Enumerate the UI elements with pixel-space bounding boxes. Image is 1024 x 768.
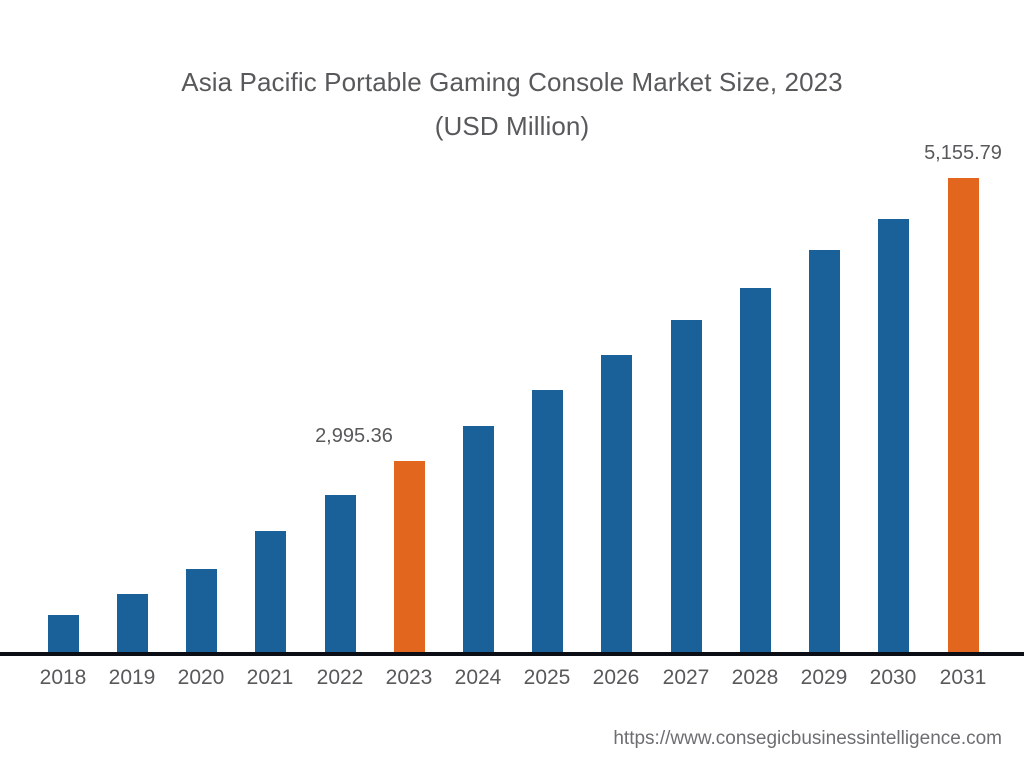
plot-area: 2,995.36 5,155.79 <box>48 142 1002 654</box>
x-tick-label-2021: 2021 <box>246 666 294 689</box>
bar-2025 <box>532 390 563 654</box>
bar-2031 <box>948 178 979 654</box>
bar-2018 <box>48 615 79 654</box>
source-url: https://www.consegicbusinessintelligence… <box>613 728 1002 749</box>
bar-2027 <box>671 320 702 654</box>
x-tick-label-2019: 2019 <box>108 666 156 689</box>
data-label-2031: 5,155.79 <box>924 142 1002 164</box>
x-tick-label-2024: 2024 <box>454 666 502 689</box>
x-tick-label-2028: 2028 <box>731 666 779 689</box>
bar-2020 <box>186 569 217 654</box>
bar-2028 <box>740 288 771 654</box>
x-axis-tick-labels: 2018 2019 2020 2021 2022 2023 2024 2025 2026 2027… <box>0 662 1024 696</box>
chart-title: Asia Pacific Portable Gaming Console Mar… <box>181 67 843 141</box>
bar-2030 <box>878 219 909 654</box>
bar-2021 <box>255 531 286 654</box>
bar-2019 <box>117 594 148 654</box>
x-tick-label-2020: 2020 <box>177 666 225 689</box>
x-tick-label-2029: 2029 <box>800 666 848 689</box>
bar-2026 <box>601 355 632 654</box>
x-axis-line <box>0 652 1024 656</box>
x-tick-label-2031: 2031 <box>939 666 987 689</box>
x-tick-label-2027: 2027 <box>662 666 710 689</box>
x-tick-label-2025: 2025 <box>523 666 571 689</box>
x-tick-label-2018: 2018 <box>39 666 87 689</box>
x-tick-label-2022: 2022 <box>316 666 364 689</box>
data-label-2023: 2,995.36 <box>315 425 393 447</box>
bar-2024 <box>463 426 494 654</box>
x-tick-label-2026: 2026 <box>592 666 640 689</box>
x-tick-label-2023: 2023 <box>385 666 433 689</box>
bar-2029 <box>809 250 840 654</box>
bar-2022 <box>325 495 356 654</box>
x-tick-label-2030: 2030 <box>869 666 917 689</box>
bar-2023 <box>394 461 425 654</box>
